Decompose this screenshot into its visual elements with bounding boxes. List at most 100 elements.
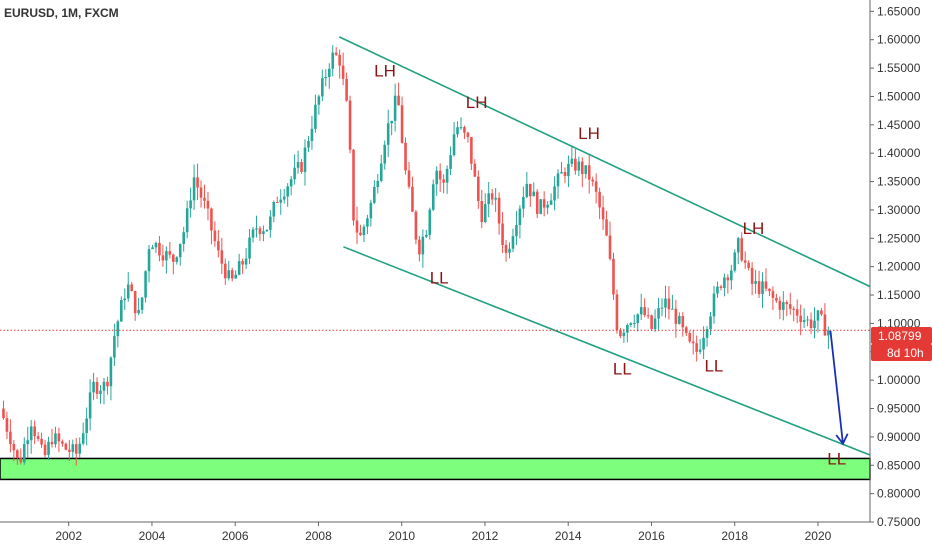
- candle: [95, 377, 99, 399]
- candle-body: [477, 176, 480, 202]
- candle: [168, 242, 172, 259]
- projection-arrow[interactable]: [829, 330, 849, 446]
- channel-lower-line[interactable]: [343, 246, 871, 456]
- candle: [362, 224, 366, 242]
- candle-body: [362, 226, 366, 236]
- candle-body: [681, 316, 685, 328]
- candle-body: [341, 65, 345, 79]
- candle: [140, 296, 144, 314]
- candle: [369, 199, 373, 227]
- candle: [716, 281, 719, 298]
- candle-body: [220, 250, 224, 264]
- y-tick-label: 0.90000: [877, 430, 921, 444]
- candle: [553, 176, 556, 211]
- candle: [771, 286, 775, 311]
- candle: [234, 270, 237, 279]
- candle: [366, 214, 369, 235]
- y-tick-label: 1.20000: [877, 260, 921, 274]
- candle: [567, 155, 570, 188]
- candle-body: [809, 319, 813, 329]
- candle-body: [827, 330, 830, 336]
- candle-body: [820, 310, 823, 315]
- candle: [806, 315, 809, 327]
- plot-area[interactable]: LH LH LH LH LL LL LL LL: [0, 36, 871, 481]
- candle: [300, 159, 303, 174]
- candle: [244, 248, 248, 269]
- candle-body: [237, 261, 241, 275]
- candle-body: [709, 316, 712, 330]
- candle-body: [570, 158, 574, 164]
- support-zone[interactable]: [0, 457, 871, 481]
- y-tick-label: 1.15000: [877, 288, 921, 302]
- candle: [36, 432, 40, 442]
- candle-body: [68, 449, 71, 452]
- candle: [404, 137, 407, 175]
- candle-body: [646, 315, 650, 317]
- time-axis[interactable]: 2002 2004 2006 2008 2010 2012 2014 2016 2018 2020: [55, 522, 832, 543]
- y-tick-label: 0.75000: [877, 515, 921, 529]
- candle: [327, 63, 331, 89]
- x-tick-label: 2018: [721, 529, 748, 543]
- candle-body: [483, 204, 487, 223]
- candle-body: [411, 186, 414, 212]
- candle: [497, 192, 501, 235]
- candle-body: [106, 381, 109, 387]
- candle-body: [449, 155, 452, 169]
- candle-body: [612, 258, 615, 295]
- candle: [321, 69, 324, 102]
- candle-body: [244, 258, 248, 265]
- candle: [816, 309, 820, 333]
- candle: [813, 307, 816, 339]
- candle: [61, 439, 64, 447]
- candle-body: [213, 230, 217, 242]
- candle-body: [116, 321, 120, 337]
- candle-body: [539, 199, 542, 214]
- x-tick-label: 2008: [305, 529, 332, 543]
- candle: [743, 251, 747, 269]
- candle: [782, 291, 785, 321]
- candle-body: [463, 127, 466, 133]
- candle-body: [171, 254, 175, 262]
- candle: [85, 407, 88, 446]
- candle: [792, 306, 796, 322]
- candle-body: [16, 450, 19, 458]
- candle-body: [750, 267, 754, 284]
- candle: [549, 193, 553, 206]
- candle: [74, 438, 78, 466]
- candle-body: [196, 177, 199, 188]
- candle-body: [258, 228, 262, 235]
- candle-body: [147, 249, 151, 272]
- y-tick-label: 1.55000: [877, 61, 921, 75]
- candle-body: [81, 433, 85, 444]
- candle: [442, 174, 445, 194]
- candle: [827, 326, 830, 349]
- candle: [213, 221, 217, 247]
- candle-body: [95, 381, 99, 394]
- candle: [788, 292, 792, 315]
- candle: [16, 449, 19, 465]
- candle-body: [678, 316, 681, 324]
- candle-body: [792, 308, 796, 310]
- candle-body: [376, 180, 380, 188]
- candle-body: [802, 320, 806, 323]
- x-tick-label: 2002: [55, 529, 82, 543]
- candle: [712, 285, 716, 324]
- candle: [483, 193, 487, 224]
- candle-body: [286, 186, 289, 197]
- channel-upper-line[interactable]: [338, 36, 871, 288]
- candle-body: [321, 78, 324, 97]
- candle: [293, 154, 296, 185]
- candle-body: [626, 324, 629, 333]
- x-tick-label: 2006: [222, 529, 249, 543]
- candle: [400, 96, 404, 144]
- candle-body: [189, 200, 192, 209]
- candle: [750, 262, 754, 296]
- candle: [664, 285, 667, 318]
- candle-body: [452, 134, 456, 156]
- candle: [81, 422, 85, 446]
- candle: [154, 241, 158, 254]
- candle: [241, 258, 244, 274]
- price-axis[interactable]: 0.75000 0.80000 0.85000 0.90000 0.95000 1.000…: [870, 4, 921, 529]
